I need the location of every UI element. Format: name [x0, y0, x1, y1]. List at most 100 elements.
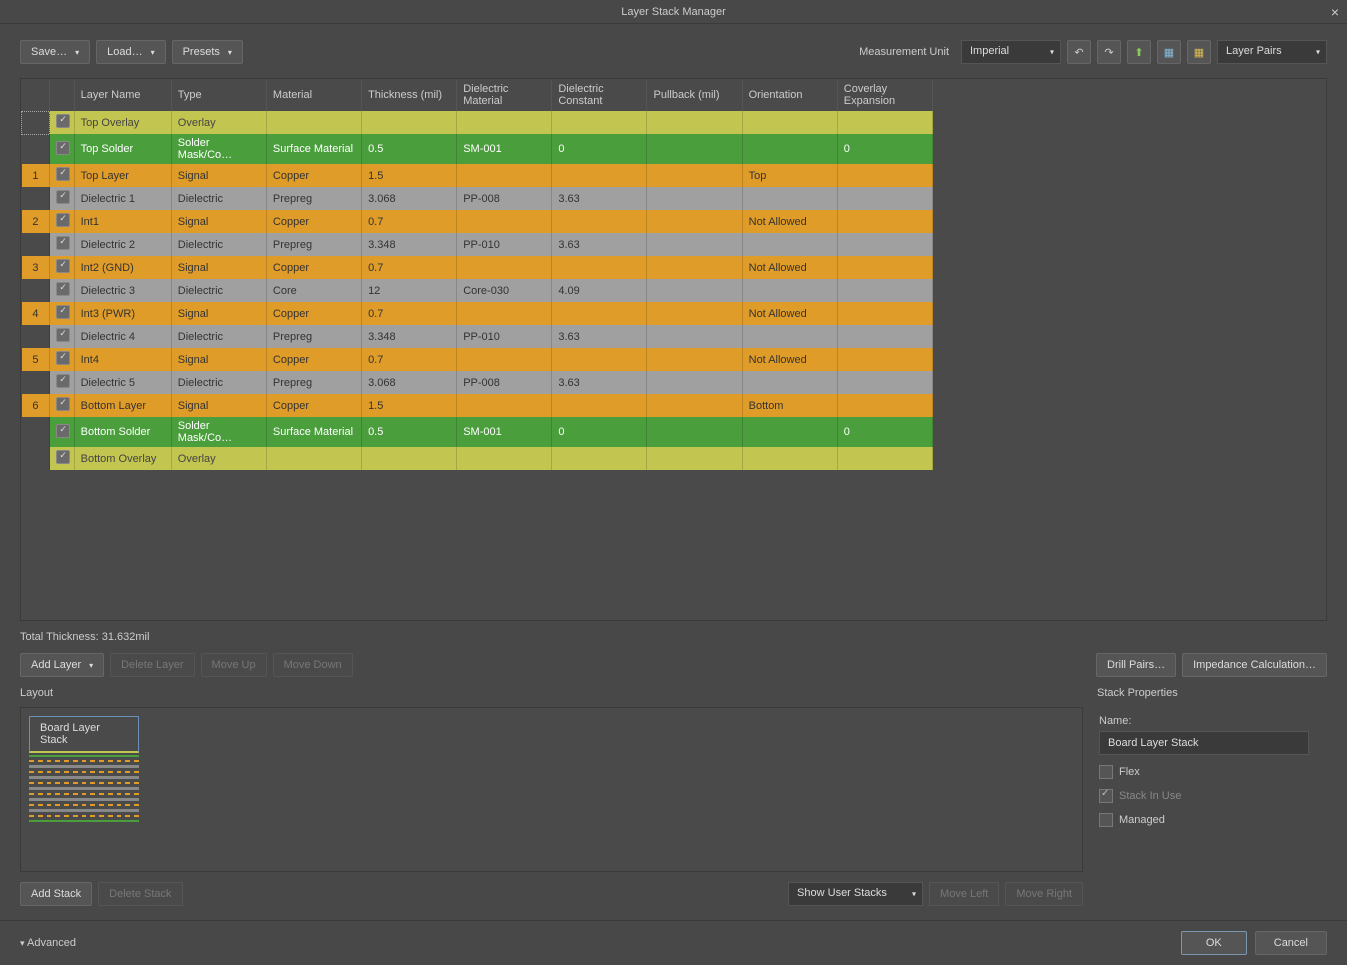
managed-checkbox[interactable] [1099, 813, 1113, 827]
table-cell[interactable]: PP-010 [457, 233, 552, 256]
table-cell[interactable] [837, 111, 932, 134]
table-cell[interactable] [647, 371, 742, 394]
row-checkbox[interactable] [56, 374, 70, 388]
table-cell[interactable] [837, 164, 932, 187]
table-cell[interactable]: Dielectric 1 [74, 187, 171, 210]
table-cell[interactable] [552, 210, 647, 233]
table-cell[interactable] [647, 111, 742, 134]
column-header[interactable]: Material [266, 79, 361, 111]
table-cell[interactable] [50, 417, 74, 447]
table-cell[interactable] [266, 447, 361, 470]
table-cell[interactable] [50, 348, 74, 371]
table-cell[interactable]: 0.5 [362, 417, 457, 447]
table-cell[interactable]: Surface Material [266, 134, 361, 164]
undo-icon[interactable]: ↶ [1067, 40, 1091, 64]
table-cell[interactable] [742, 417, 837, 447]
table-cell[interactable] [457, 164, 552, 187]
table-cell[interactable] [552, 447, 647, 470]
table-cell[interactable]: Copper [266, 164, 361, 187]
table-cell[interactable] [837, 279, 932, 302]
table-cell[interactable] [22, 134, 50, 164]
table-cell[interactable] [837, 394, 932, 417]
table-row[interactable]: 2Int1SignalCopper0.7Not Allowed [22, 210, 933, 233]
table-cell[interactable]: 1.5 [362, 394, 457, 417]
stack-tab[interactable]: Board Layer Stack [29, 716, 139, 753]
table-cell[interactable] [362, 447, 457, 470]
table-cell[interactable]: Overlay [171, 111, 266, 134]
table-cell[interactable] [742, 279, 837, 302]
table-cell[interactable]: Dielectric 3 [74, 279, 171, 302]
table-cell[interactable]: Int2 (GND) [74, 256, 171, 279]
table-cell[interactable] [50, 447, 74, 470]
table-cell[interactable] [742, 111, 837, 134]
managed-row[interactable]: Managed [1099, 813, 1325, 827]
table-cell[interactable]: 1 [22, 164, 50, 187]
table-cell[interactable] [647, 233, 742, 256]
move-left-button[interactable]: Move Left [929, 882, 999, 906]
table-cell[interactable]: Copper [266, 302, 361, 325]
table-cell[interactable] [22, 187, 50, 210]
column-header[interactable] [50, 79, 74, 111]
table-cell[interactable] [837, 187, 932, 210]
move-right-button[interactable]: Move Right [1005, 882, 1083, 906]
row-checkbox[interactable] [56, 213, 70, 227]
row-checkbox[interactable] [56, 328, 70, 342]
table-cell[interactable]: 5 [22, 348, 50, 371]
column-header[interactable]: Pullback (mil) [647, 79, 742, 111]
table-cell[interactable] [50, 164, 74, 187]
table-cell[interactable]: Not Allowed [742, 210, 837, 233]
table-cell[interactable] [50, 325, 74, 348]
row-checkbox[interactable] [56, 450, 70, 464]
delete-stack-button[interactable]: Delete Stack [98, 882, 182, 906]
table-cell[interactable]: Copper [266, 210, 361, 233]
table-cell[interactable]: Dielectric 5 [74, 371, 171, 394]
column-header[interactable]: Orientation [742, 79, 837, 111]
table-cell[interactable] [837, 371, 932, 394]
presets-button[interactable]: Presets [172, 40, 243, 64]
layer-pairs-dropdown[interactable]: Layer Pairs [1217, 40, 1327, 64]
table-cell[interactable]: 1.5 [362, 164, 457, 187]
table-cell[interactable]: Prepreg [266, 371, 361, 394]
table-cell[interactable] [50, 256, 74, 279]
table-cell[interactable]: Not Allowed [742, 256, 837, 279]
impedance-button[interactable]: Impedance Calculation… [1182, 653, 1327, 677]
table-cell[interactable] [647, 210, 742, 233]
table-cell[interactable]: PP-010 [457, 325, 552, 348]
table-cell[interactable] [552, 348, 647, 371]
row-checkbox[interactable] [56, 351, 70, 365]
table-cell[interactable]: 4 [22, 302, 50, 325]
table-cell[interactable] [647, 325, 742, 348]
table-cell[interactable]: 3.348 [362, 233, 457, 256]
table-cell[interactable]: 12 [362, 279, 457, 302]
table-cell[interactable] [647, 348, 742, 371]
table-cell[interactable] [50, 394, 74, 417]
row-checkbox[interactable] [56, 259, 70, 273]
table-cell[interactable] [457, 111, 552, 134]
table-cell[interactable]: 3.63 [552, 233, 647, 256]
table-cell[interactable]: Prepreg [266, 187, 361, 210]
table-cell[interactable]: Dielectric [171, 371, 266, 394]
table-cell[interactable]: Copper [266, 256, 361, 279]
table-cell[interactable]: Bottom [742, 394, 837, 417]
table-cell[interactable]: Core [266, 279, 361, 302]
column-header[interactable]: Dielectric Constant [552, 79, 647, 111]
table-cell[interactable]: Bottom Solder [74, 417, 171, 447]
table-cell[interactable] [837, 302, 932, 325]
add-stack-button[interactable]: Add Stack [20, 882, 92, 906]
table-cell[interactable] [50, 187, 74, 210]
flex-checkbox[interactable] [1099, 765, 1113, 779]
table-row[interactable]: 6Bottom LayerSignalCopper1.5Bottom [22, 394, 933, 417]
table-row[interactable]: Dielectric 1DielectricPrepreg3.068PP-008… [22, 187, 933, 210]
table-cell[interactable] [552, 302, 647, 325]
table-cell[interactable] [837, 256, 932, 279]
stack-name-input[interactable] [1099, 731, 1309, 755]
table-cell[interactable]: Not Allowed [742, 348, 837, 371]
table-cell[interactable] [647, 134, 742, 164]
table-cell[interactable] [837, 325, 932, 348]
table-cell[interactable]: 3.63 [552, 371, 647, 394]
table-cell[interactable] [647, 447, 742, 470]
table-cell[interactable] [837, 348, 932, 371]
table-cell[interactable]: Dielectric 2 [74, 233, 171, 256]
table-row[interactable]: Dielectric 5DielectricPrepreg3.068PP-008… [22, 371, 933, 394]
table-cell[interactable]: Signal [171, 164, 266, 187]
